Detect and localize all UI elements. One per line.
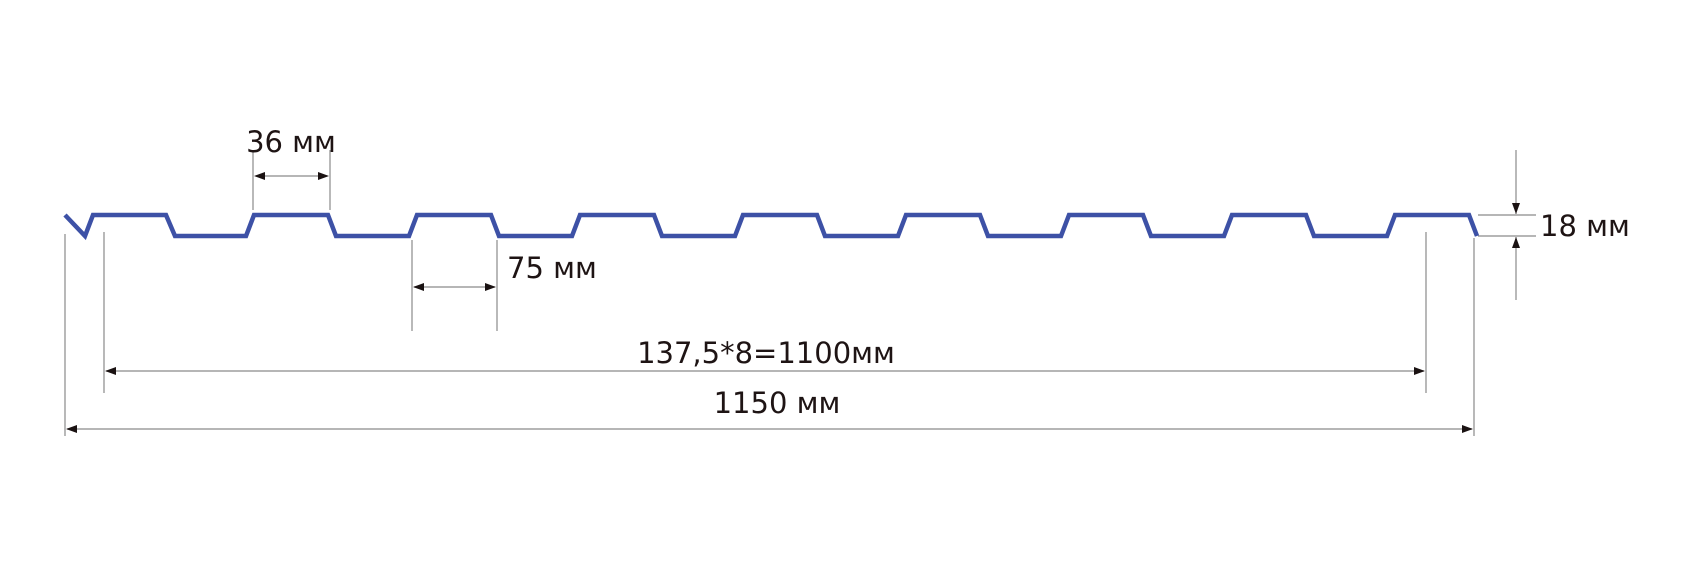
arrow-down-icon [1512,203,1520,214]
dimension-18mm: 18 мм [1478,150,1630,300]
arrow-up-icon [1512,237,1520,248]
arrow-left-icon [413,283,424,291]
arrow-right-icon [318,172,329,180]
label-total-width: 1150 мм [714,386,841,420]
label-useful-width: 137,5*8=1100мм [637,336,895,370]
arrow-left-icon [254,172,265,180]
label-height: 18 мм [1540,209,1630,243]
arrow-right-icon [485,283,496,291]
arrow-right-icon [1414,367,1425,375]
dimension-useful-width: 137,5*8=1100мм [103,232,1427,393]
dimension-total-width: 1150 мм [64,234,1475,436]
arrow-left-icon [105,367,116,375]
dimension-36mm: 36 мм [246,125,336,210]
label-rib-top-width: 36 мм [246,125,336,159]
arrow-left-icon [66,425,77,433]
arrow-right-icon [1462,425,1473,433]
sheet-profile [63,212,1480,241]
dimension-75mm: 75 мм [411,240,597,331]
label-rib-trough-width: 75 мм [507,251,597,285]
